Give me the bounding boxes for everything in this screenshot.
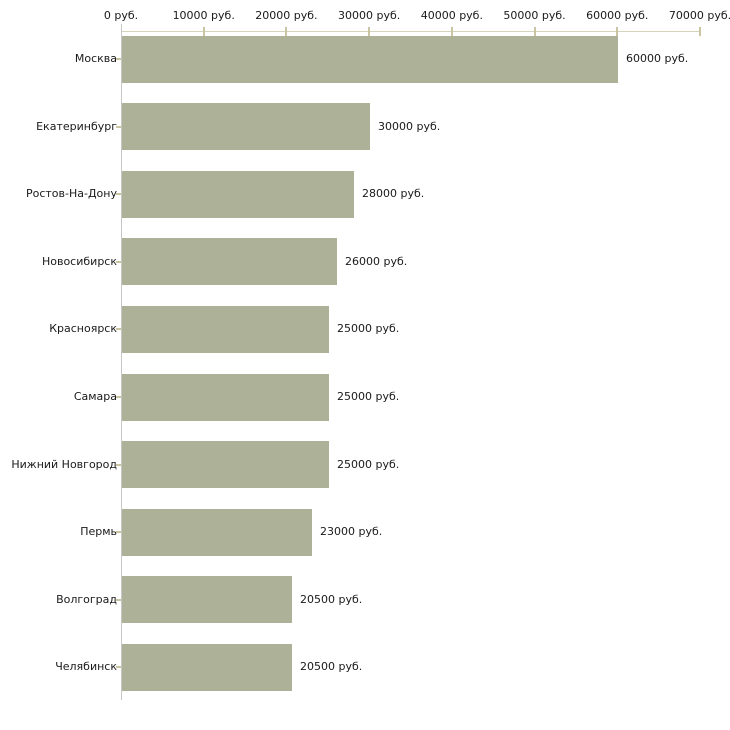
bar <box>122 36 618 83</box>
value-label: 26000 руб. <box>345 254 408 268</box>
category-label: Волгоград <box>56 592 117 606</box>
value-label: 23000 руб. <box>320 525 383 539</box>
x-tick-mark <box>285 27 288 36</box>
bar <box>122 644 292 691</box>
x-tick-label: 40000 руб. <box>420 9 483 22</box>
category-label: Екатеринбург <box>36 119 117 133</box>
value-label: 30000 руб. <box>378 119 441 133</box>
category-tick-mark <box>116 666 121 669</box>
x-tick-mark <box>368 27 371 36</box>
bar <box>122 306 329 353</box>
bar <box>122 238 337 285</box>
category-tick-mark <box>116 193 121 196</box>
x-tick-label: 0 руб. <box>103 9 139 22</box>
x-tick-mark <box>699 27 701 36</box>
category-tick-mark <box>116 328 121 331</box>
x-tick-label: 20000 руб. <box>255 9 318 22</box>
category-label: Пермь <box>80 525 117 539</box>
value-label: 20500 руб. <box>300 592 363 606</box>
x-tick-label: 70000 руб. <box>668 9 730 22</box>
category-label: Москва <box>74 52 117 65</box>
x-tick-label: 50000 руб. <box>503 9 566 22</box>
category-label: Новосибирск <box>41 254 117 268</box>
category-tick-mark <box>116 531 121 534</box>
value-label: 25000 руб. <box>337 457 400 471</box>
x-tick-mark <box>533 27 536 36</box>
x-tick-label: 30000 руб. <box>338 9 401 22</box>
category-tick-mark <box>116 125 121 128</box>
x-tick-label: 10000 руб. <box>172 9 235 22</box>
bar <box>122 576 292 623</box>
value-label: 28000 руб. <box>362 187 425 201</box>
value-label: 25000 руб. <box>337 322 400 336</box>
category-label: Красноярск <box>49 322 117 336</box>
value-label: 20500 руб. <box>300 660 363 674</box>
x-tick-mark <box>616 27 619 36</box>
category-tick-mark <box>116 598 121 601</box>
value-label: 25000 руб. <box>337 390 400 403</box>
category-label: Ростов-На-Дону <box>25 187 117 201</box>
category-tick-mark <box>116 463 121 466</box>
bar <box>122 441 329 488</box>
bar <box>122 171 354 218</box>
y-axis-line <box>121 24 122 700</box>
bar <box>122 509 312 556</box>
category-tick-mark <box>116 58 121 60</box>
x-axis-line <box>121 31 701 32</box>
value-label: 60000 руб. <box>626 52 689 65</box>
category-label: Самара <box>73 390 117 403</box>
x-tick-mark <box>450 27 453 36</box>
x-tick-mark <box>202 27 205 36</box>
bar <box>122 374 329 421</box>
x-tick-label: 60000 руб. <box>586 9 649 22</box>
category-label: Челябинск <box>55 660 117 674</box>
category-tick-mark <box>116 260 121 263</box>
category-tick-mark <box>116 396 121 398</box>
bar <box>122 103 370 150</box>
category-label: Нижний Новгород <box>11 457 117 471</box>
